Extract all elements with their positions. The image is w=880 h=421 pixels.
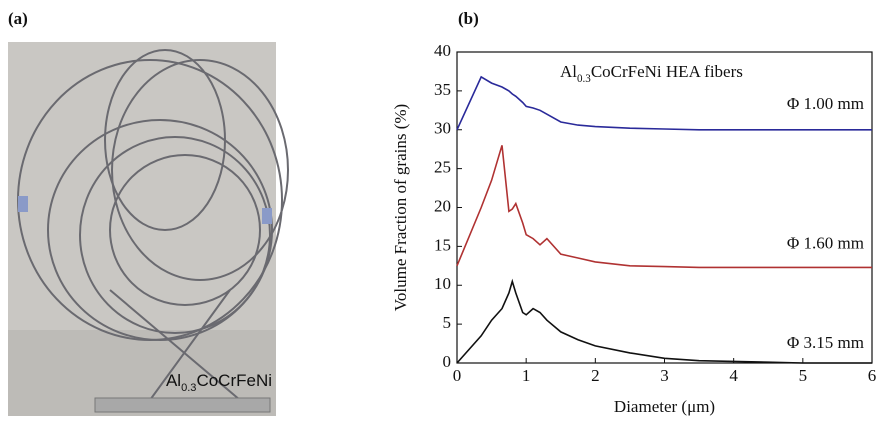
y-tick-label: 15	[434, 235, 451, 254]
clip	[18, 196, 28, 212]
data-line	[456, 145, 872, 269]
y-tick-label: 40	[434, 41, 451, 60]
y-tick-label: 5	[443, 313, 452, 332]
x-tick-label: 3	[660, 366, 669, 385]
text-part: 0.3	[181, 382, 196, 394]
y-tick-label: 10	[434, 274, 451, 293]
x-tick-label: 0	[453, 366, 462, 385]
series-label: Φ 3.15 mm	[787, 333, 864, 352]
x-tick-label: 2	[591, 366, 600, 385]
x-tick-label: 6	[868, 366, 877, 385]
clip	[262, 208, 272, 224]
photo-label: Al0.3CoCrFeNi	[166, 371, 272, 393]
x-tick-label: 1	[522, 366, 531, 385]
y-tick-label: 35	[434, 80, 451, 99]
photo: Al0.3CoCrFeNi	[8, 42, 289, 416]
y-tick-label: 30	[434, 119, 451, 138]
y-tick-label: 20	[434, 196, 451, 215]
text-part: 0.3	[577, 73, 591, 85]
text-part: CoCrFeNi HEA fibers	[591, 62, 743, 81]
panel-label: (b)	[458, 9, 479, 28]
text-part: Al	[560, 62, 577, 81]
chart: (b) 0 5 10 15 20 25 30 35 40 0 1 2 3 4 5 6 Diameter (μm) V…	[391, 9, 876, 416]
y-tick-label: 25	[434, 158, 451, 177]
x-tick-label: 4	[729, 366, 738, 385]
series-label: Φ 1.60 mm	[787, 234, 864, 253]
x-tick-label: 5	[799, 366, 808, 385]
series-label: Φ 1.00 mm	[787, 94, 864, 113]
annotation: Al0.3CoCrFeNi HEA fibers	[560, 62, 743, 85]
y-axis-label: Volume Fraction of grains (%)	[391, 104, 410, 311]
x-axis-label: Diameter (μm)	[614, 397, 715, 416]
data-line	[456, 75, 872, 131]
panel-label: (a)	[8, 9, 28, 28]
ruler	[94, 397, 271, 413]
text-part: Al	[166, 371, 181, 390]
data-line	[456, 278, 872, 364]
text-part: CoCrFeNi	[196, 371, 272, 390]
y-tick-label: 0	[443, 352, 452, 371]
